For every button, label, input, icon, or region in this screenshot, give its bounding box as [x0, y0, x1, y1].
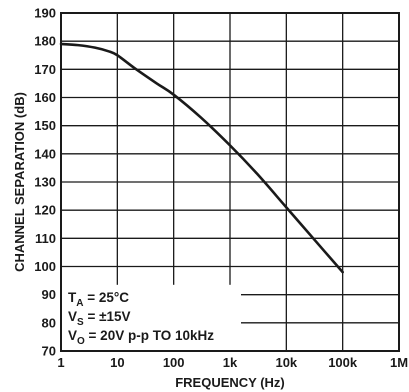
y-tick-label-3: 100: [34, 259, 56, 274]
y-tick-label-0: 70: [42, 344, 56, 359]
annotation-box: [62, 284, 241, 350]
x-tick-label-0: 1: [57, 355, 64, 370]
y-tick-labels: 70 80 90 100 110 120 130 140 150 160 170 180 190: [34, 6, 56, 359]
y-tick-label-5: 120: [34, 203, 56, 218]
y-tick-label-6: 130: [34, 175, 56, 190]
y-axis-title: CHANNEL SEPARATION (dB): [12, 92, 27, 272]
y-tick-label-8: 150: [34, 118, 56, 133]
y-tick-label-4: 110: [35, 231, 56, 246]
x-tick-label-5: 100k: [328, 355, 358, 370]
y-tick-label-7: 140: [34, 146, 56, 161]
y-tick-label-2: 90: [42, 287, 56, 302]
annotation-line-2: VO = 20V p-p TO 10kHz: [68, 328, 214, 347]
annotation-line-0: TA = 25°C: [68, 290, 129, 309]
x-tick-label-3: 1k: [223, 355, 238, 370]
grid: [60, 12, 400, 352]
x-axis-title: FREQUENCY (Hz): [175, 375, 285, 390]
y-tick-label-1: 80: [42, 315, 56, 330]
annotation-background: [62, 284, 241, 350]
y-tick-label-10: 170: [34, 62, 56, 77]
x-tick-label-6: 1M: [390, 355, 408, 370]
annotation-line-1: VS = ±15V: [68, 309, 131, 328]
x-tick-label-4: 10k: [275, 355, 297, 370]
series-group: [59, 42, 344, 274]
y-tick-label-12: 190: [34, 6, 56, 21]
x-tick-labels: 1 10 100 1k 10k 100k 1M: [57, 355, 408, 370]
y-tick-label-9: 160: [34, 90, 56, 105]
x-tick-label-2: 100: [163, 355, 185, 370]
y-tick-label-11: 180: [34, 34, 56, 49]
plot-frame: [60, 12, 400, 352]
x-tick-label-1: 10: [110, 355, 124, 370]
series-line-0: [59, 42, 344, 274]
